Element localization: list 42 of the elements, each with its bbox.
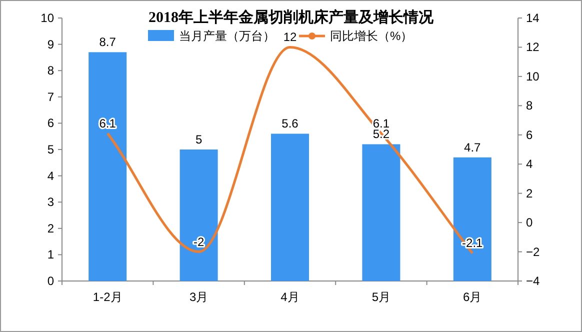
bar bbox=[271, 134, 309, 281]
y2-tick-label: 14 bbox=[526, 11, 540, 25]
x-tick-label: 5月 bbox=[372, 290, 391, 304]
bar bbox=[362, 144, 400, 281]
y-tick-label: 0 bbox=[47, 274, 54, 288]
chart-title: 2018年上半年金属切削机床产量及增长情况 bbox=[148, 8, 434, 26]
y2-tick-label: 2 bbox=[526, 186, 533, 200]
data-label: 4.7 bbox=[464, 140, 482, 154]
legend-label: 当月产量（万台） bbox=[179, 29, 275, 43]
y2-tick-label: 8 bbox=[526, 98, 533, 113]
y2-tick-label: 0 bbox=[526, 216, 533, 230]
y-tick-label: 3 bbox=[47, 195, 54, 210]
x-tick-label: 1-2月 bbox=[92, 290, 122, 304]
bar bbox=[453, 157, 492, 281]
data-label: 12 bbox=[283, 30, 297, 44]
y-tick-label: 2 bbox=[47, 221, 54, 236]
y2-tick-label: 4 bbox=[526, 157, 533, 172]
y2-tick-label: 12 bbox=[526, 40, 540, 54]
y2-tick-label: 6 bbox=[526, 128, 533, 142]
x-tick-label: 3月 bbox=[189, 290, 208, 304]
y-tick-label: 1 bbox=[47, 248, 54, 262]
data-label: 5 bbox=[195, 132, 202, 146]
y2-tick-label: 10 bbox=[526, 69, 540, 84]
data-label: 6.1 bbox=[372, 116, 390, 130]
x-tick-label: 6月 bbox=[463, 290, 482, 304]
y-tick-label: 8 bbox=[47, 64, 54, 78]
bar bbox=[88, 52, 127, 281]
data-label: 5.6 bbox=[282, 116, 299, 131]
data-label: 6.1 bbox=[99, 116, 116, 130]
data-label: 8.7 bbox=[99, 35, 116, 50]
y-tick-label: 9 bbox=[47, 37, 54, 52]
data-label: -2 bbox=[193, 234, 204, 249]
y-tick-label: 10 bbox=[40, 11, 54, 25]
x-tick-label: 4月 bbox=[280, 290, 300, 304]
y2-tick-label: −4 bbox=[526, 274, 540, 288]
y-tick-label: 7 bbox=[47, 90, 54, 104]
y2-tick-label: −2 bbox=[526, 244, 540, 259]
y-tick-label: 6 bbox=[47, 116, 54, 130]
y-tick-label: 5 bbox=[47, 142, 54, 156]
y-tick-label: 4 bbox=[47, 168, 54, 183]
bar bbox=[180, 150, 218, 281]
legend-label: 同比增长（%） bbox=[330, 29, 413, 43]
